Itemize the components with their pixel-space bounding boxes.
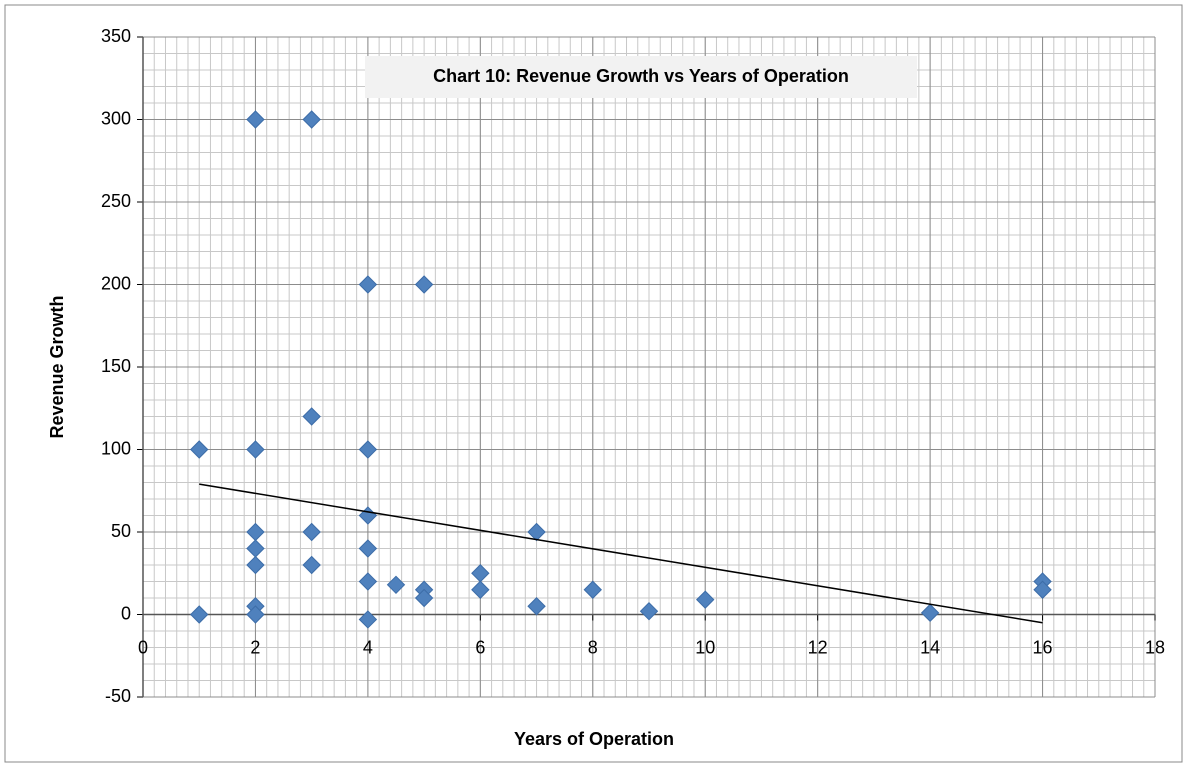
point [414, 275, 434, 294]
y-tick-label: 300 [101, 108, 131, 128]
trendline [199, 483, 1043, 624]
point [302, 555, 321, 575]
point [358, 572, 378, 591]
point [246, 555, 265, 575]
x-tick-label: 8 [588, 637, 598, 657]
y-axis-title: Revenue Growth [47, 295, 67, 438]
marks [190, 110, 1052, 629]
x-tick-label: 4 [363, 637, 373, 657]
grid [137, 36, 1156, 698]
y-tick-label: 200 [101, 273, 131, 293]
point [414, 588, 434, 608]
x-tick-label: 0 [138, 637, 148, 657]
point [190, 605, 209, 624]
y-tick-label: 0 [121, 603, 131, 623]
point [302, 110, 321, 129]
point [696, 590, 715, 609]
point [190, 440, 209, 459]
y-tick-label: 150 [101, 356, 131, 376]
point [527, 597, 546, 616]
point [386, 575, 406, 595]
y-tick-label: 50 [111, 521, 131, 541]
x-tick-label: 10 [695, 637, 715, 657]
point [358, 440, 378, 459]
x-tick-label: 14 [920, 637, 940, 657]
point [358, 275, 378, 294]
point [358, 539, 378, 558]
x-axis-title: Years of Operation [514, 729, 674, 749]
point [246, 110, 265, 129]
y-tick-label: -50 [105, 686, 131, 706]
y-tick-label: 100 [101, 438, 131, 458]
x-tick-label: 16 [1033, 637, 1053, 657]
y-tick-label: 350 [101, 26, 131, 46]
x-tick-label: 18 [1145, 637, 1165, 657]
point [358, 610, 378, 629]
x-tick-label: 2 [250, 637, 260, 657]
point [246, 440, 265, 459]
title-box [365, 56, 917, 98]
x-tick-label: 6 [475, 637, 485, 657]
y-tick-label: 250 [101, 191, 131, 211]
x-tick-label: 12 [808, 637, 828, 657]
point [527, 522, 546, 542]
point [920, 603, 940, 623]
point [302, 407, 321, 426]
point [1033, 580, 1052, 599]
chart-title: Chart 10: Revenue Growth vs Years of Ope… [433, 66, 849, 86]
point [246, 605, 265, 624]
point [583, 580, 602, 599]
point [471, 580, 490, 599]
point [639, 601, 659, 621]
point [302, 522, 321, 542]
